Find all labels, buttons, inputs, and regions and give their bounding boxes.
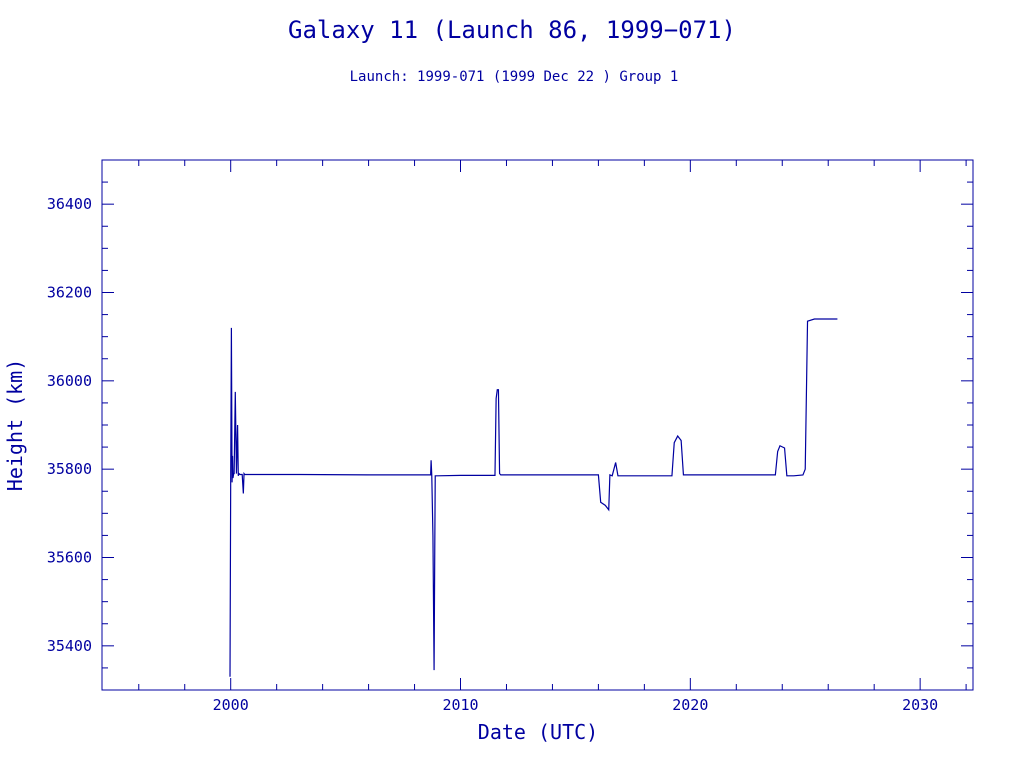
plot-frame — [101, 159, 974, 691]
chart-title: Galaxy 11 (Launch 86, 1999−071) — [288, 16, 736, 44]
y-tick-label: 36400 — [47, 195, 92, 213]
y-tick-label: 35400 — [47, 637, 92, 655]
x-tick-label: 2020 — [672, 696, 708, 714]
series-line — [229, 318, 838, 677]
y-tick-label: 35800 — [47, 460, 92, 478]
y-tick-label: 36000 — [47, 372, 92, 390]
x-tick-label: 2000 — [213, 696, 249, 714]
chart-subtitle: Launch: 1999-071 (1999 Dec 22 ) Group 1 — [350, 69, 679, 85]
axis-tick-labels: 2000 2010 2020 2030 35400 35600 35800 36000 3620… — [47, 195, 938, 714]
y-tick-label: 35600 — [47, 549, 92, 567]
y-axis-label: Height (km) — [3, 359, 27, 491]
x-axis-label: Date (UTC) — [478, 720, 598, 744]
x-tick-label: 2030 — [902, 696, 938, 714]
x-tick-label: 2010 — [442, 696, 478, 714]
axis-ticks — [102, 159, 973, 691]
y-tick-label: 36200 — [47, 284, 92, 302]
